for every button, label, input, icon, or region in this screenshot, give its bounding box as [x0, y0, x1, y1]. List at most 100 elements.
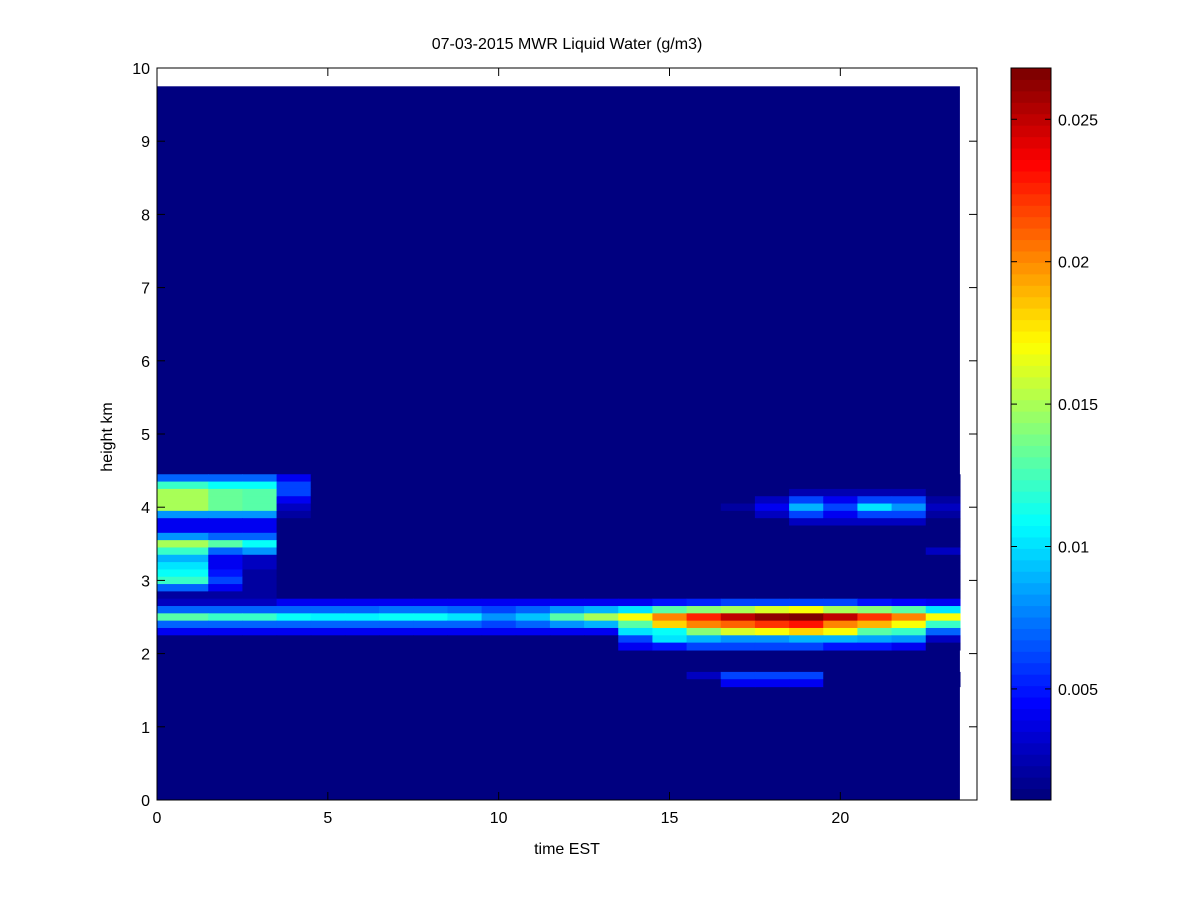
heatmap-cell: [925, 627, 961, 636]
heatmap-cell: [584, 481, 619, 490]
heatmap-cell: [754, 474, 790, 483]
heatmap-cell: [379, 488, 414, 497]
heatmap-cell: [618, 627, 654, 636]
heatmap-cell: [823, 540, 859, 549]
heatmap-cell: [413, 532, 449, 541]
heatmap-cell: [157, 576, 209, 585]
y-tick-label: 2: [141, 647, 150, 664]
heatmap-cell: [754, 518, 790, 527]
heatmap-cell: [857, 474, 893, 483]
colorbar-swatch: [1011, 376, 1051, 389]
heatmap-cell: [549, 518, 585, 527]
heatmap-cell: [686, 569, 722, 578]
heatmap-cell: [447, 671, 483, 680]
heatmap-cell: [754, 679, 790, 688]
heatmap-cell: [652, 510, 688, 519]
heatmap-cell: [652, 503, 688, 512]
heatmap-cell: [242, 532, 278, 541]
heatmap-cell: [344, 532, 380, 541]
heatmap-cell: [857, 510, 893, 519]
heatmap-cell: [208, 591, 244, 600]
heatmap-cell: [549, 510, 585, 519]
heatmap-cell: [789, 525, 824, 534]
heatmap-cell: [379, 481, 414, 490]
heatmap-cell: [515, 474, 551, 483]
heatmap-cell: [891, 532, 927, 541]
heatmap-cell: [686, 584, 722, 592]
heatmap-cell: [584, 540, 619, 549]
heatmap-cell: [584, 554, 619, 563]
colorbar-swatch: [1011, 445, 1051, 458]
heatmap-cell: [515, 554, 551, 563]
heatmap-cell: [754, 671, 790, 680]
heatmap-cell: [208, 525, 244, 534]
heatmap-cell: [549, 606, 585, 614]
heatmap-cell: [447, 679, 483, 688]
colorbar-swatch: [1011, 456, 1051, 469]
heatmap-cell: [515, 620, 551, 629]
heatmap-cell: [447, 547, 483, 556]
heatmap-cell: [754, 627, 790, 636]
y-tick-label: 0: [141, 793, 150, 810]
heatmap-cell: [823, 510, 859, 519]
heatmap-cell: [447, 503, 483, 512]
heatmap-cell: [379, 576, 414, 585]
heatmap-cell: [242, 503, 278, 512]
heatmap-cell: [584, 547, 619, 556]
heatmap-cell: [208, 598, 244, 607]
heatmap-cell: [276, 532, 312, 541]
heatmap-cell: [652, 474, 688, 483]
heatmap-cell: [891, 613, 927, 622]
heatmap-cell: [618, 569, 654, 578]
heatmap-cell: [652, 481, 688, 490]
colorbar-swatch: [1011, 148, 1051, 160]
heatmap-cell: [686, 635, 722, 644]
colorbar-swatch: [1011, 353, 1051, 366]
heatmap-cell: [276, 503, 312, 512]
plot-area: [157, 86, 961, 801]
heatmap-cell: [413, 576, 449, 585]
heatmap-cell: [584, 474, 619, 483]
heatmap-cell: [481, 598, 517, 607]
heatmap-cell: [686, 613, 722, 622]
heatmap-cell: [789, 554, 824, 563]
heatmap-cell: [618, 606, 654, 614]
heatmap-cell: [276, 510, 312, 519]
x-tick-label: 20: [831, 810, 849, 827]
heatmap-cell: [823, 474, 859, 483]
heatmap-cell: [208, 679, 244, 688]
heatmap-cell: [481, 540, 517, 549]
y-axis-label: height km: [99, 402, 116, 471]
heatmap-cell: [754, 606, 790, 614]
heatmap-cell: [242, 620, 278, 629]
heatmap-cell: [481, 518, 517, 527]
heatmap-cell: [686, 510, 722, 519]
heatmap-cell: [447, 635, 483, 644]
heatmap-cell: [686, 642, 722, 651]
x-tick-label: 10: [490, 810, 508, 827]
heatmap-cell: [276, 642, 312, 651]
heatmap-cell: [584, 576, 619, 585]
heatmap-cell: [379, 606, 414, 614]
heatmap-cell: [242, 598, 278, 607]
heatmap-cell: [242, 679, 278, 688]
colorbar-swatch: [1011, 651, 1051, 664]
heatmap-cell: [242, 671, 278, 680]
x-tick-label: 15: [661, 810, 679, 827]
heatmap-cell: [515, 518, 551, 527]
colorbar-tick-label: 0.01: [1058, 540, 1089, 557]
heatmap-cell: [549, 627, 585, 636]
heatmap-cell: [891, 635, 927, 644]
heatmap-cell: [618, 591, 654, 600]
heatmap-cell: [857, 554, 893, 563]
heatmap-cell: [242, 518, 278, 527]
colorbar-swatch: [1011, 90, 1051, 103]
colorbar-swatch: [1011, 434, 1051, 446]
heatmap-cell: [157, 606, 209, 614]
heatmap-cell: [686, 591, 722, 600]
colorbar-swatch: [1011, 582, 1051, 595]
heatmap-cell: [208, 620, 244, 629]
heatmap-cell: [157, 679, 209, 688]
heatmap-cell: [652, 584, 688, 592]
heatmap-cell: [720, 518, 756, 527]
